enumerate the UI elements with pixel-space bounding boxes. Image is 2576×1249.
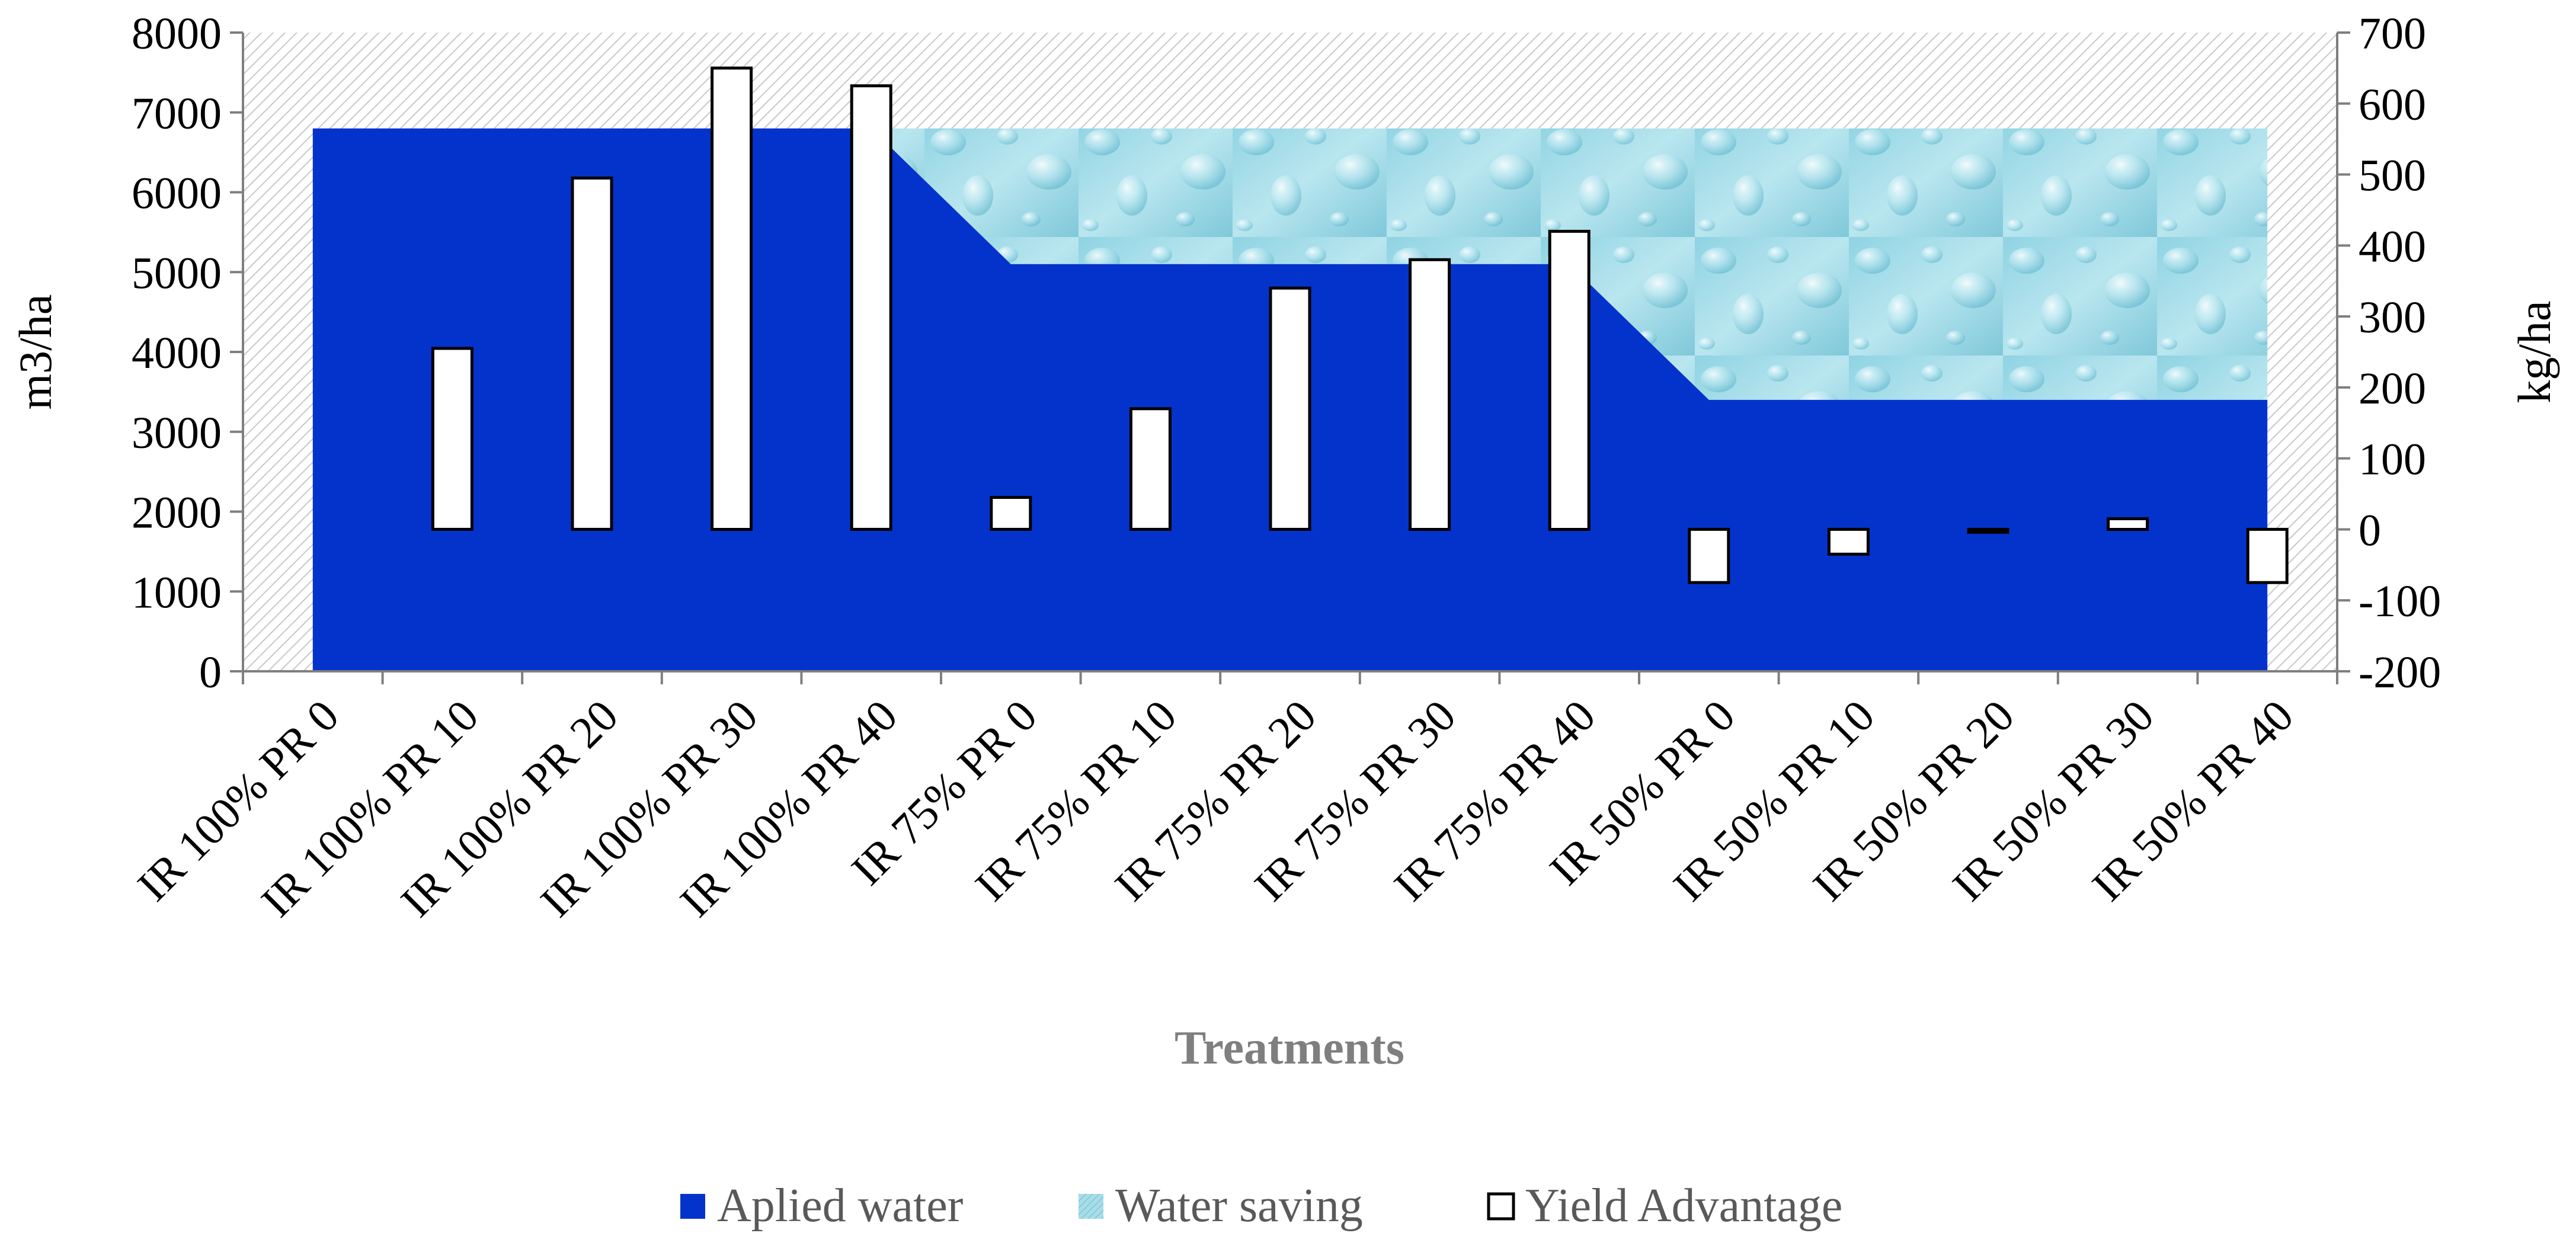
yield-advantage-bars <box>431 66 2289 584</box>
left-tick-label: 1000 <box>132 568 222 617</box>
x-axis-title: Treatments <box>1175 1022 1404 1074</box>
yield-advantage-bar <box>1967 527 2009 534</box>
right-tick-label: 300 <box>2359 293 2426 342</box>
yield-advantage-bar <box>2246 527 2289 584</box>
legend-label-water-saving: Water saving <box>1115 1180 1363 1232</box>
yield-advantage-bar <box>571 177 613 531</box>
legend-swatch-yield-advantage <box>1487 1192 1515 1221</box>
yield-advantage-bar <box>1548 229 1591 531</box>
left-axis-title: m3/ha <box>9 294 61 410</box>
yield-advantage-bar <box>1269 286 1311 531</box>
left-tick-label: 8000 <box>132 9 222 59</box>
left-axis-ticks: 0 1000 2000 3000 4000 5000 6000 7000 8000 <box>132 9 243 697</box>
left-tick-label: 5000 <box>132 248 222 298</box>
yield-advantage-bar <box>1827 527 1870 556</box>
left-tick-label: 6000 <box>132 169 222 219</box>
right-tick-label: -100 <box>2359 577 2441 626</box>
right-axis-ticks: -200 -100 0 100 200 300 400 500 600 700 <box>2337 9 2441 697</box>
legend: Aplied water Water saving Yield Advantag… <box>680 1180 1842 1232</box>
yield-advantage-bar <box>850 84 892 531</box>
legend-swatch-water-saving <box>1079 1194 1103 1219</box>
right-tick-label: 600 <box>2359 80 2426 130</box>
right-tick-label: 0 <box>2359 505 2381 555</box>
yield-advantage-bar <box>2107 517 2149 531</box>
yield-advantage-bar <box>431 347 473 531</box>
yield-advantage-bar <box>1409 258 1451 531</box>
yield-advantage-bar <box>1129 407 1172 531</box>
right-axis-title: kg/ha <box>2508 300 2560 403</box>
yield-advantage-bar <box>711 66 753 531</box>
left-tick-label: 4000 <box>132 328 222 378</box>
right-tick-label: 200 <box>2359 364 2426 414</box>
legend-label-yield-advantage: Yield Advantage <box>1525 1180 1842 1232</box>
right-tick-label: 100 <box>2359 435 2426 485</box>
right-tick-label: -200 <box>2359 648 2441 697</box>
legend-swatch-applied-water <box>680 1194 705 1219</box>
yield-advantage-bar <box>990 496 1032 531</box>
left-tick-label: 3000 <box>132 408 222 458</box>
left-tick-label: 0 <box>199 648 222 697</box>
legend-label-applied-water: Aplied water <box>717 1180 963 1232</box>
left-tick-label: 7000 <box>132 89 222 139</box>
yield-advantage-bar <box>1688 527 1730 584</box>
left-tick-label: 2000 <box>132 488 222 538</box>
right-tick-label: 500 <box>2359 151 2426 201</box>
right-tick-label: 700 <box>2359 9 2426 59</box>
right-tick-label: 400 <box>2359 222 2426 271</box>
